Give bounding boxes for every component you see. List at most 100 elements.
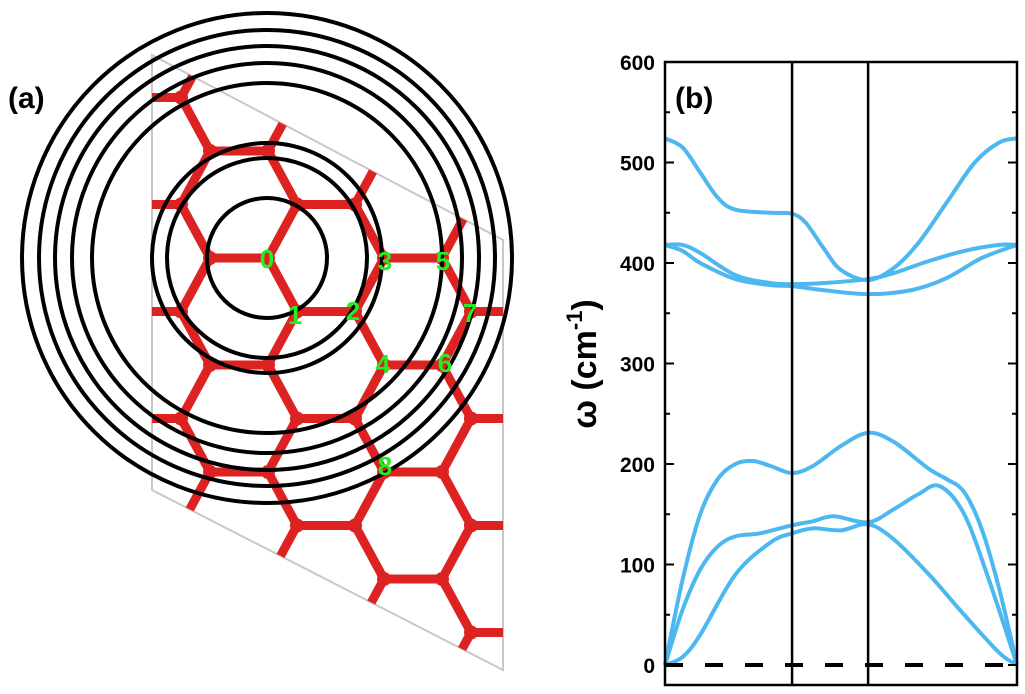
y-tick-label-500: 500 [620,153,655,176]
bond [177,362,214,421]
site-label-5: 5 [436,246,450,276]
atom [174,90,188,105]
panel-label-b: (b) [675,82,713,115]
shell-circle [20,11,514,505]
band-6 [664,522,1019,667]
bond [351,469,388,528]
plot-frame [663,60,1019,687]
panel-label-a: (a) [8,82,45,115]
atom [377,144,391,158]
atom [261,572,275,586]
shell-circle [70,61,464,455]
atom [377,572,391,586]
atom [261,465,275,479]
bond [438,255,475,314]
atom [464,518,478,533]
atom [435,465,449,479]
atom [348,625,362,640]
y-tick-label-0: 0 [643,655,655,678]
neighbor-shells [20,11,514,505]
honeycomb-lattice [152,55,503,670]
bond [351,202,388,261]
bond [264,202,301,261]
atom [290,411,304,426]
bond [177,576,214,635]
y-tick-label-600: 600 [620,52,655,75]
bond [177,416,214,475]
bond [177,630,209,670]
site-label-4: 4 [376,349,391,379]
bond [351,255,388,314]
shell-circle [53,44,481,472]
bond [269,630,301,670]
bond [351,362,388,421]
shell-circle [165,156,369,360]
site-label-3: 3 [378,246,392,276]
bond [177,202,214,261]
y-axis-label-main: ω (cm [566,330,604,429]
y-tick-label-400: 400 [620,253,655,276]
bond [264,255,301,314]
atom [261,251,275,265]
shell-circle [205,196,329,320]
atom [464,411,478,426]
shell-circle [90,81,444,435]
y-axis-label-sup: -1 [562,311,587,331]
bond [438,469,475,528]
bond [264,416,301,475]
y-tick-label-300: 300 [620,354,655,377]
y-axis-label: ω (cm-1) [562,299,604,429]
atom [464,90,478,105]
bond [264,469,301,528]
atom [261,144,275,158]
atom [203,572,217,586]
site-label-2: 2 [346,296,360,326]
y-tick-label-200: 200 [620,454,655,477]
atom [348,411,362,426]
bond [177,523,214,582]
bond [443,630,475,670]
axes: 0 100 200 300 400 500 600 [620,52,1019,687]
atom [290,518,304,533]
bond [267,55,301,100]
atom [377,358,391,372]
atom [435,358,449,372]
band-5 [663,483,1019,666]
shell-circle [150,141,384,375]
y-tick-label-100: 100 [620,555,655,578]
atom [174,625,188,640]
atom [290,90,304,105]
atom [464,625,478,640]
bands [663,136,1019,667]
atom [290,625,304,640]
unit-cell-outline [151,53,504,672]
atom [174,411,188,426]
band-3 [664,243,1018,297]
bond [438,416,475,475]
site-label-0: 0 [260,244,274,274]
atom [261,358,275,372]
site-label-8: 8 [378,451,392,481]
atom [435,572,449,586]
bond [438,576,475,635]
bond [438,309,475,368]
bond [438,523,475,582]
site-label-1: 1 [288,300,302,330]
site-label-7: 7 [463,298,477,328]
shell-circle [37,28,497,488]
y-axis-label-close: ) [566,299,604,310]
bond [177,255,214,314]
bond [351,523,388,582]
bond [177,95,214,154]
site-label-6: 6 [438,348,452,378]
atom [174,518,188,533]
band-1 [664,136,1018,283]
bond [351,148,388,207]
atom [203,465,217,479]
bond [351,630,383,670]
bond [441,55,475,100]
bond [351,309,388,368]
atom [348,518,362,533]
